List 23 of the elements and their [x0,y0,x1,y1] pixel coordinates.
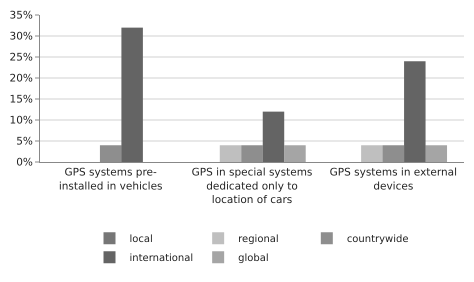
bar [220,145,242,162]
y-tick-label: 15% [10,94,33,106]
y-tick-label: 0% [16,156,33,169]
y-tick-label: 35% [10,10,33,22]
bar [361,145,383,162]
legend-label: countrywide [346,234,409,246]
x-tick-label: GPS in special systems dedicated only to location of cars [192,166,312,206]
legend-label: global [238,253,269,264]
legend-label: local [130,234,153,246]
y-tick-label: 10% [10,114,33,127]
x-tick-label: GPS systems in external devices [330,166,458,192]
bar [404,61,426,162]
legend-label: international [130,253,194,264]
bar [262,112,284,162]
bar [426,145,448,162]
y-tick-label: 20% [10,72,33,85]
y-tick-label: 30% [10,30,33,43]
y-tick-label: 25% [10,52,33,64]
y-tick-label: 5% [16,136,33,148]
bar [284,145,306,162]
legend-label: regional [238,234,279,246]
x-tick-label: GPS systems pre-installed in vehicles [58,166,163,192]
bar [121,28,143,162]
